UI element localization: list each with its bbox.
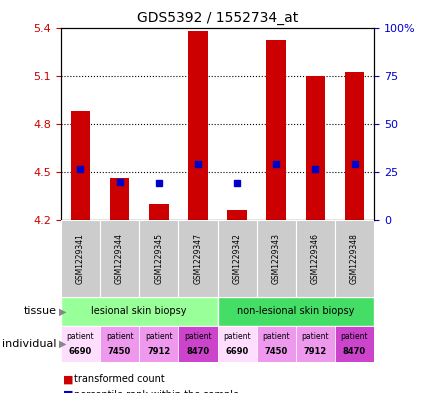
Bar xyxy=(334,326,373,362)
Text: patient: patient xyxy=(66,332,94,341)
Bar xyxy=(217,297,373,326)
Text: ■: ■ xyxy=(63,374,73,384)
Bar xyxy=(139,326,178,362)
Text: tissue: tissue xyxy=(23,307,56,316)
Bar xyxy=(266,40,286,220)
Text: patient: patient xyxy=(184,332,211,341)
Bar xyxy=(149,204,168,220)
Bar xyxy=(109,178,129,220)
Bar xyxy=(61,220,100,297)
Bar xyxy=(295,326,334,362)
Bar xyxy=(61,297,217,326)
Text: 7450: 7450 xyxy=(108,347,131,356)
Text: ■: ■ xyxy=(63,390,73,393)
Text: individual: individual xyxy=(2,339,56,349)
Text: 7912: 7912 xyxy=(303,347,326,356)
Text: patient: patient xyxy=(301,332,329,341)
Text: GSM1229347: GSM1229347 xyxy=(193,233,202,284)
Bar xyxy=(178,220,217,297)
Bar xyxy=(188,31,207,220)
Bar xyxy=(100,220,139,297)
Text: patient: patient xyxy=(223,332,250,341)
Bar xyxy=(139,220,178,297)
Bar xyxy=(227,211,247,220)
Text: 8470: 8470 xyxy=(186,347,209,356)
Bar xyxy=(305,76,325,220)
Text: GSM1229341: GSM1229341 xyxy=(76,233,85,284)
Text: GSM1229342: GSM1229342 xyxy=(232,233,241,284)
Text: non-lesional skin biopsy: non-lesional skin biopsy xyxy=(237,307,354,316)
Text: 8470: 8470 xyxy=(342,347,365,356)
Text: patient: patient xyxy=(340,332,368,341)
Bar xyxy=(100,326,139,362)
Bar xyxy=(295,220,334,297)
Text: GSM1229344: GSM1229344 xyxy=(115,233,124,284)
Text: transformed count: transformed count xyxy=(74,374,164,384)
Text: 7912: 7912 xyxy=(147,347,170,356)
Text: patient: patient xyxy=(262,332,289,341)
Text: 6690: 6690 xyxy=(225,347,248,356)
Bar xyxy=(61,326,100,362)
Bar xyxy=(217,220,256,297)
Title: GDS5392 / 1552734_at: GDS5392 / 1552734_at xyxy=(137,11,297,25)
Bar xyxy=(256,220,295,297)
Bar xyxy=(178,326,217,362)
Text: GSM1229348: GSM1229348 xyxy=(349,233,358,284)
Text: GSM1229346: GSM1229346 xyxy=(310,233,319,284)
Text: GSM1229343: GSM1229343 xyxy=(271,233,280,284)
Text: patient: patient xyxy=(145,332,172,341)
Text: 7450: 7450 xyxy=(264,347,287,356)
Text: lesional skin biopsy: lesional skin biopsy xyxy=(91,307,187,316)
Text: ▶: ▶ xyxy=(59,307,66,316)
Text: 6690: 6690 xyxy=(69,347,92,356)
Text: patient: patient xyxy=(105,332,133,341)
Bar xyxy=(344,72,364,220)
Bar xyxy=(217,326,256,362)
Text: ▶: ▶ xyxy=(59,339,66,349)
Bar xyxy=(71,111,90,220)
Bar xyxy=(256,326,295,362)
Text: GSM1229345: GSM1229345 xyxy=(154,233,163,284)
Text: percentile rank within the sample: percentile rank within the sample xyxy=(74,390,238,393)
Bar xyxy=(334,220,373,297)
